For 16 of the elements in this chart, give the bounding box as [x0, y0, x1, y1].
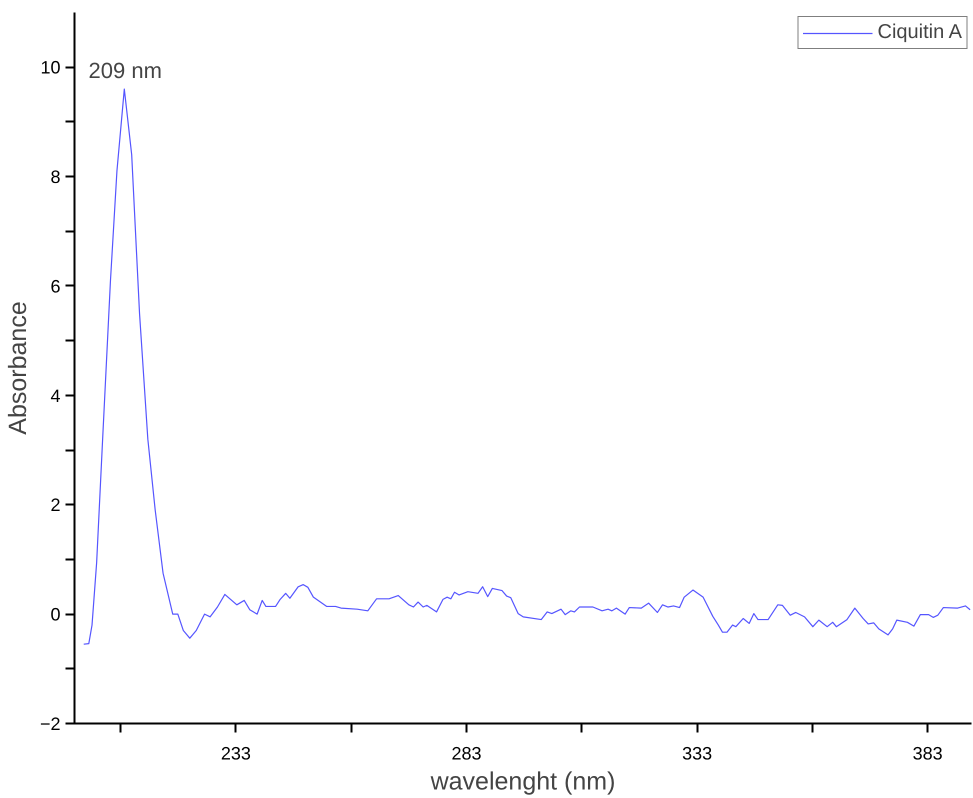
- legend-label: Ciquitin A: [878, 21, 962, 44]
- line-series: [83, 88, 971, 645]
- annotation: 209 nm: [88, 58, 162, 84]
- y-tick-label: −2: [40, 714, 61, 734]
- x-tick-label: 283: [451, 744, 482, 764]
- y-tick-label: 10: [40, 58, 61, 78]
- y-tick-label: 8: [50, 167, 61, 188]
- x-axis-title: wavelenght (nm): [430, 768, 616, 796]
- y-axis-title: Absorbance: [4, 301, 32, 435]
- x-tick-label: 383: [912, 744, 943, 764]
- x-tick-label: 333: [682, 744, 712, 764]
- y-tick-label: 4: [50, 386, 61, 406]
- y-tick-label: 0: [50, 604, 61, 625]
- y-tick-label: 6: [50, 276, 61, 296]
- y-tick-label: 2: [50, 495, 61, 516]
- x-tick-label: 233: [220, 744, 251, 764]
